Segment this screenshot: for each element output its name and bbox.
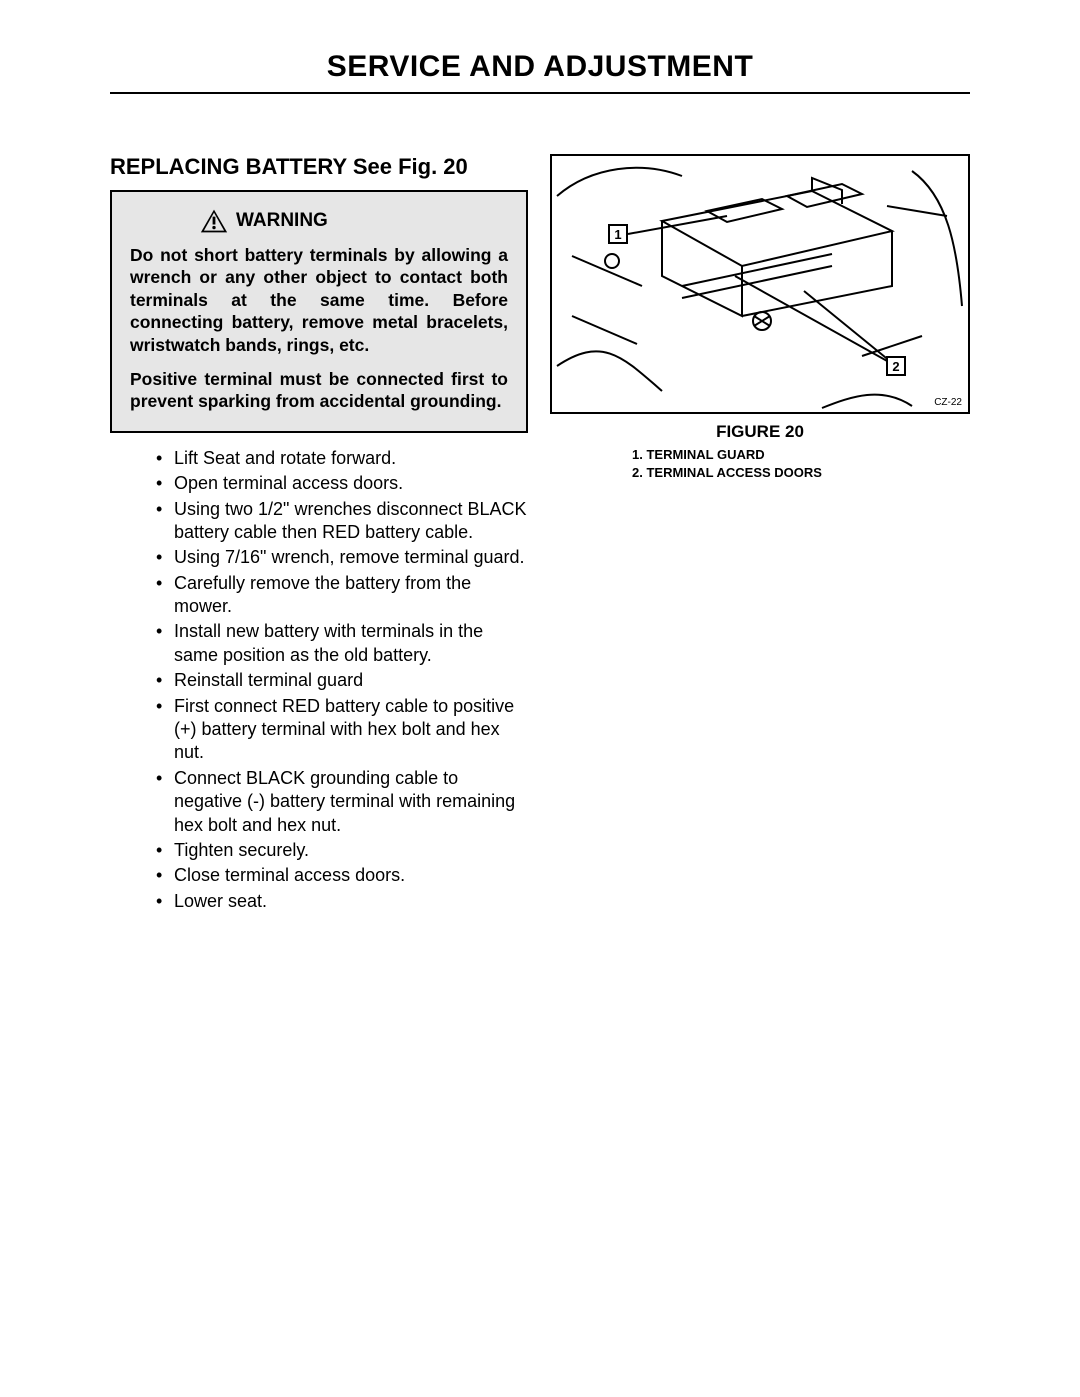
warning-box: WARNING Do not short battery terminals b… [110, 190, 528, 433]
figure-legend: 1. TERMINAL GUARD2. TERMINAL ACCESS DOOR… [550, 446, 970, 481]
content-columns: REPLACING BATTERY See Fig. 20 WARNING Do… [110, 154, 970, 915]
steps-list: Lift Seat and rotate forward.Open termin… [110, 447, 528, 913]
step-item: First connect RED battery cable to posit… [156, 695, 528, 765]
step-item: Reinstall terminal guard [156, 669, 528, 692]
right-column: 1 2 CZ-22 FIGURE 20 1. TERMINAL GUARD2. … [550, 154, 970, 915]
step-item: Open terminal access doors. [156, 472, 528, 495]
step-item: Install new battery with terminals in th… [156, 620, 528, 667]
warning-para-2: Positive terminal must be connected firs… [130, 368, 508, 413]
step-item: Close terminal access doors. [156, 864, 528, 887]
step-item: Carefully remove the battery from the mo… [156, 572, 528, 619]
warning-label: WARNING [236, 210, 328, 232]
figure-legend-item: 2. TERMINAL ACCESS DOORS [632, 464, 970, 482]
warning-triangle-icon [200, 208, 228, 234]
figure-caption: FIGURE 20 [550, 422, 970, 442]
page-title: SERVICE AND ADJUSTMENT [110, 50, 970, 94]
figure-box: 1 2 CZ-22 [550, 154, 970, 414]
step-item: Tighten securely. [156, 839, 528, 862]
step-item: Using two 1/2" wrenches disconnect BLACK… [156, 498, 528, 545]
step-item: Lift Seat and rotate forward. [156, 447, 528, 470]
step-item: Connect BLACK grounding cable to negativ… [156, 767, 528, 837]
figure-callout-2: 2 [886, 356, 906, 376]
step-item: Lower seat. [156, 890, 528, 913]
step-item: Using 7/16" wrench, remove terminal guar… [156, 546, 528, 569]
warning-header: WARNING [130, 208, 508, 234]
figure-callout-1: 1 [608, 224, 628, 244]
section-heading: REPLACING BATTERY See Fig. 20 [110, 154, 528, 180]
left-column: REPLACING BATTERY See Fig. 20 WARNING Do… [110, 154, 528, 915]
figure-legend-item: 1. TERMINAL GUARD [632, 446, 970, 464]
warning-para-1: Do not short battery terminals by allowi… [130, 244, 508, 356]
figure-code: CZ-22 [934, 397, 962, 408]
